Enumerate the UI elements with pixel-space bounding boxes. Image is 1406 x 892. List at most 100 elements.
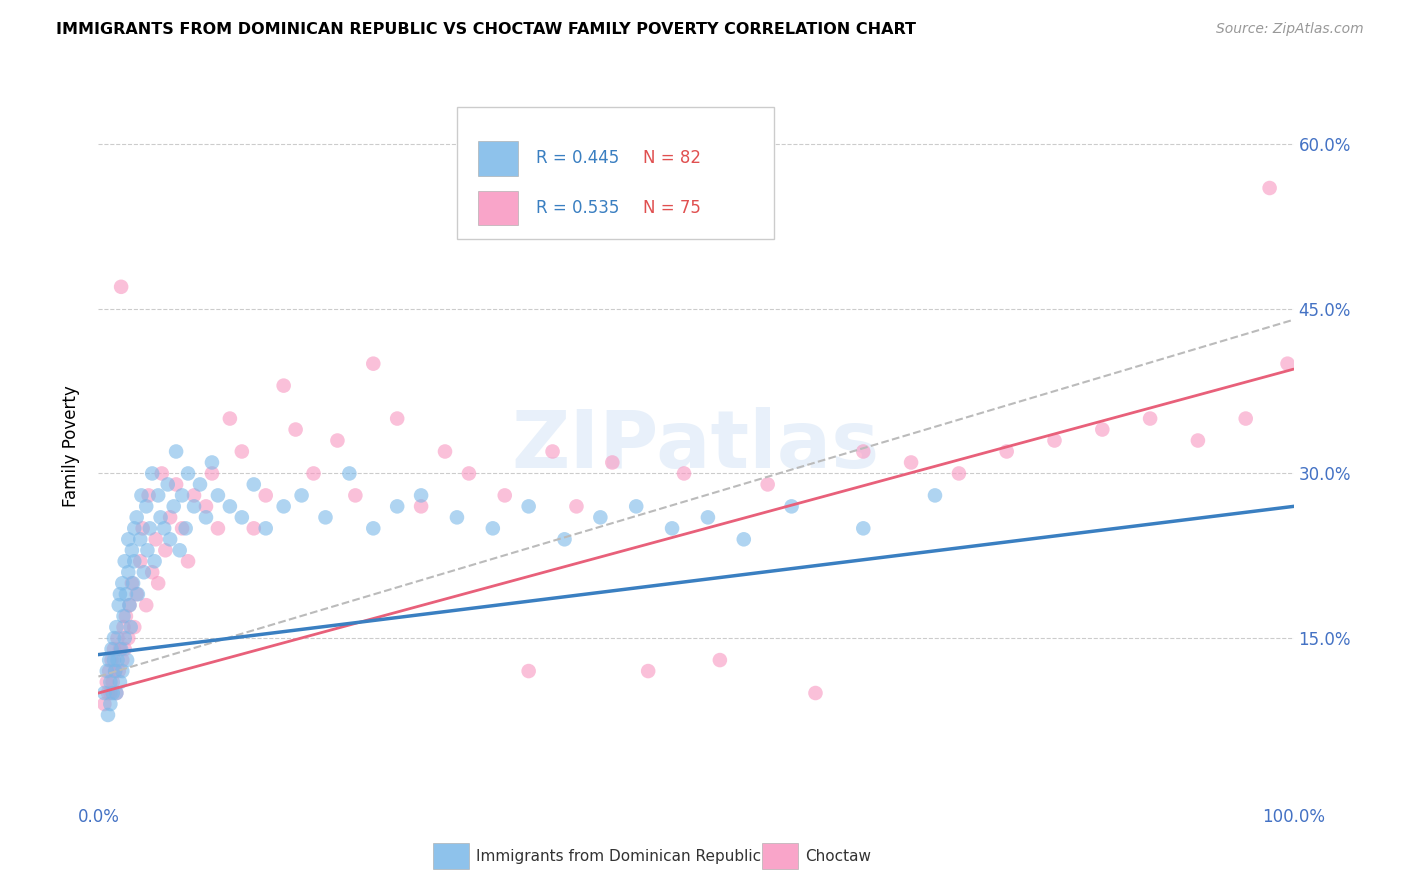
Point [112, 609, 135, 624]
Point [111, 664, 134, 678]
Point [852, 521, 875, 535]
Point [207, 488, 229, 502]
Point [153, 521, 176, 535]
Point [150, 467, 173, 481]
Point [852, 444, 875, 458]
Point [1043, 434, 1066, 448]
Point [1277, 357, 1299, 371]
Point [626, 500, 648, 514]
Point [118, 598, 141, 612]
Point [924, 488, 946, 502]
Point [98, 653, 121, 667]
Point [273, 378, 295, 392]
Text: Immigrants from Dominican Republic: Immigrants from Dominican Republic [477, 849, 761, 863]
Point [131, 521, 153, 535]
Point [156, 477, 179, 491]
Point [93, 697, 115, 711]
Point [517, 500, 540, 514]
Point [344, 488, 367, 502]
Point [97, 708, 120, 723]
Text: R = 0.445: R = 0.445 [536, 149, 619, 167]
Point [96, 675, 118, 690]
Point [96, 664, 118, 678]
Point [101, 675, 124, 690]
Point [145, 533, 167, 547]
Point [118, 598, 141, 612]
Point [254, 521, 277, 535]
Point [105, 686, 128, 700]
Point [385, 411, 409, 425]
Point [219, 500, 242, 514]
Point [385, 500, 409, 514]
Point [107, 598, 129, 612]
Bar [478, 191, 517, 226]
Text: N = 82: N = 82 [643, 149, 700, 167]
Point [231, 510, 253, 524]
Point [148, 488, 170, 502]
Point [195, 500, 218, 514]
Point [103, 642, 125, 657]
Point [108, 675, 131, 690]
Point [165, 477, 187, 491]
Point [105, 620, 128, 634]
Point [121, 543, 143, 558]
Point [1091, 423, 1114, 437]
Point [98, 675, 122, 690]
Point [110, 280, 132, 294]
Point [697, 510, 720, 524]
Point [231, 444, 253, 458]
Point [135, 598, 157, 612]
Point [201, 467, 224, 481]
Point [1234, 411, 1257, 425]
Text: Choctaw: Choctaw [804, 849, 870, 863]
Point [111, 576, 134, 591]
Point [125, 587, 148, 601]
Point [243, 521, 266, 535]
Point [174, 521, 197, 535]
Point [948, 467, 970, 481]
Point [219, 411, 242, 425]
Point [103, 653, 125, 667]
Point [804, 686, 827, 700]
Point [108, 587, 131, 601]
Point [302, 467, 325, 481]
Point [434, 444, 457, 458]
Point [284, 423, 307, 437]
Point [117, 631, 139, 645]
Point [121, 576, 143, 591]
Point [155, 543, 177, 558]
Point [112, 620, 135, 634]
Point [201, 455, 224, 469]
Point [132, 566, 155, 580]
Point [637, 664, 659, 678]
Text: Source: ZipAtlas.com: Source: ZipAtlas.com [1216, 22, 1364, 37]
Point [114, 642, 136, 657]
Point [172, 488, 194, 502]
Point [115, 587, 138, 601]
Point [138, 488, 160, 502]
Point [107, 653, 129, 667]
Point [183, 488, 205, 502]
Point [104, 664, 127, 678]
Point [141, 467, 163, 481]
Point [661, 521, 683, 535]
Point [120, 620, 142, 634]
Point [1258, 181, 1281, 195]
Point [481, 521, 505, 535]
Point [165, 444, 187, 458]
Point [98, 697, 122, 711]
Point [195, 510, 218, 524]
Point [494, 488, 516, 502]
Point [98, 664, 121, 678]
Point [363, 357, 385, 371]
Point [541, 444, 564, 458]
Point [117, 566, 139, 580]
Point [139, 521, 162, 535]
Point [129, 533, 152, 547]
Point [111, 653, 134, 667]
Point [122, 576, 145, 591]
Point [135, 500, 157, 514]
Point [177, 554, 200, 568]
Point [115, 653, 138, 667]
Point [273, 500, 295, 514]
